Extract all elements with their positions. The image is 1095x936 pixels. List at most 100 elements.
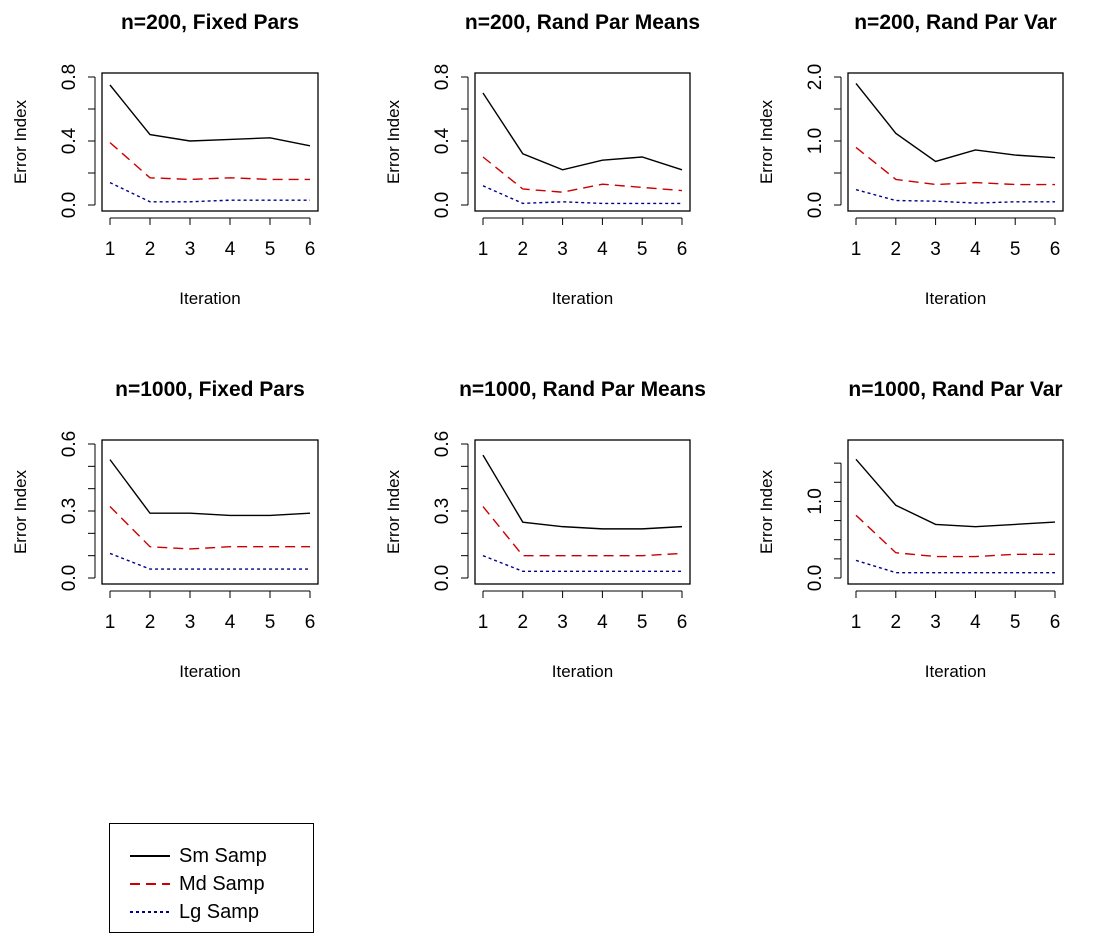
chart-title: n=1000, Rand Par Var	[848, 378, 1062, 401]
chart-panel-6: n=1000, Rand Par Var 1 2 3 4 5 6 0.0 1.0 Iteratio…	[757, 378, 1064, 681]
y-tick-label: 0.6	[432, 431, 453, 457]
series-line-lg-samp	[109, 181, 310, 203]
series-line-sm-samp	[482, 454, 683, 530]
chart-title: n=1000, Rand Par Means	[459, 378, 706, 401]
x-tick-label: 6	[1050, 239, 1061, 260]
x-tick-label: 2	[145, 612, 156, 633]
y-axis-label: Error Index	[757, 469, 776, 554]
series-line-lg-samp	[855, 188, 1055, 204]
y-tick-label: 0.0	[805, 192, 826, 218]
x-tick-label: 5	[265, 612, 276, 633]
y-axis-label: Error Index	[757, 99, 776, 184]
y-tick-label: 2.0	[805, 64, 826, 90]
series-line-lg-samp	[482, 185, 682, 205]
y-tick-label: 0.3	[432, 498, 453, 524]
series-line-md-samp	[109, 506, 310, 550]
series-line-md-samp	[855, 146, 1055, 186]
y-tick-label: 0.3	[59, 498, 80, 524]
plot-frame	[847, 72, 1064, 212]
y-tick-label: 0.0	[59, 565, 80, 591]
y-tick-label: 0.4	[59, 127, 80, 154]
x-axis-label: Iteration	[552, 289, 613, 308]
series-line-md-samp	[482, 506, 683, 557]
legend-item-lg-samp: Lg Samp	[110, 898, 313, 926]
legend-swatch-lg-samp	[130, 911, 170, 913]
x-tick-label: 1	[851, 239, 862, 260]
x-tick-label: 2	[891, 612, 902, 633]
x-tick-label: 4	[597, 612, 608, 633]
x-tick-label: 1	[478, 612, 489, 633]
series-line-md-samp	[855, 514, 1055, 558]
chart-title: n=200, Rand Par Means	[465, 11, 700, 34]
series-line-sm-samp	[109, 84, 311, 147]
chart-panel-2: n=200, Rand Par Means 1 2 3 4 5 6 0.0 0.4 0.8 Iter…	[384, 11, 700, 308]
y-axis-label: Error Index	[384, 469, 403, 554]
x-tick-label: 3	[185, 239, 196, 260]
x-axis-label: Iteration	[179, 289, 240, 308]
legend-swatch-sm-samp	[130, 855, 170, 857]
y-tick-label: 0.4	[432, 127, 453, 154]
x-tick-label: 1	[105, 239, 116, 260]
chart-grid: n=200, Fixed Pars 1 2 3 4 5 6 0.0 0.4 0.8 Iteratio…	[11, 11, 1064, 681]
legend-label-md-samp: Md Samp	[179, 873, 265, 895]
x-tick-label: 5	[1010, 239, 1021, 260]
x-tick-label: 2	[518, 239, 529, 260]
series-line-lg-samp	[109, 552, 310, 570]
legend-item-md-samp: Md Samp	[110, 870, 313, 898]
legend-swatch-md-samp	[130, 883, 170, 885]
legend-item-sm-samp: Sm Samp	[110, 842, 313, 870]
x-tick-label: 5	[265, 239, 276, 260]
legend: Sm Samp Md Samp Lg Samp	[109, 823, 314, 933]
x-tick-label: 3	[557, 612, 568, 633]
x-axis-label: Iteration	[179, 662, 240, 681]
plot-frame	[101, 439, 319, 585]
y-tick-label: 0.0	[59, 192, 80, 218]
x-tick-label: 5	[1010, 612, 1021, 633]
x-tick-label: 6	[1050, 612, 1061, 633]
series-line-lg-samp	[482, 555, 682, 572]
x-tick-label: 1	[851, 612, 862, 633]
x-axis-label: Iteration	[552, 662, 613, 681]
y-tick-label: 0.8	[59, 64, 80, 90]
x-tick-label: 4	[225, 239, 236, 260]
series-line-sm-samp	[482, 92, 683, 171]
x-tick-label: 2	[518, 612, 529, 633]
chart-title: n=200, Fixed Pars	[121, 11, 299, 34]
series-line-lg-samp	[855, 559, 1055, 574]
chart-panel-3: n=200, Rand Par Var 1 2 3 4 5 6 0.0 1.0 2.0 Iterat…	[757, 11, 1064, 308]
series-line-sm-samp	[855, 458, 1056, 528]
x-tick-label: 1	[478, 239, 489, 260]
y-axis-label: Error Index	[11, 469, 30, 554]
x-tick-label: 3	[185, 612, 196, 633]
y-tick-label: 0.0	[432, 192, 453, 218]
plot-frame	[474, 439, 691, 585]
x-tick-label: 6	[305, 239, 316, 260]
x-tick-label: 6	[305, 612, 316, 633]
y-tick-label: 0.0	[432, 565, 453, 591]
x-tick-label: 3	[557, 239, 568, 260]
x-tick-label: 6	[677, 239, 688, 260]
x-tick-label: 2	[145, 239, 156, 260]
chart-panel-4: n=1000, Fixed Pars 1 2 3 4 5 6 0.0 0.3 0.6 Iterati…	[11, 378, 319, 681]
x-tick-label: 4	[597, 239, 608, 260]
x-tick-label: 2	[891, 239, 902, 260]
legend-label-sm-samp: Sm Samp	[179, 845, 267, 867]
series-line-sm-samp	[855, 82, 1056, 163]
chart-panel-1: n=200, Fixed Pars 1 2 3 4 5 6 0.0 0.4 0.8 Iteratio…	[11, 11, 319, 308]
series-line-md-samp	[109, 142, 310, 181]
plot-frame	[847, 439, 1064, 585]
y-tick-label: 0.8	[432, 64, 453, 90]
y-tick-label: 1.0	[805, 128, 826, 154]
chart-title: n=200, Rand Par Var	[854, 11, 1057, 34]
y-tick-label: 1.0	[805, 488, 826, 514]
plot-frame	[474, 72, 691, 212]
y-tick-label: 0.0	[805, 565, 826, 591]
series-line-sm-samp	[109, 459, 311, 517]
x-tick-label: 4	[970, 612, 981, 633]
x-axis-label: Iteration	[925, 289, 986, 308]
chart-title: n=1000, Fixed Pars	[115, 378, 305, 401]
x-tick-label: 3	[930, 239, 941, 260]
x-tick-label: 4	[225, 612, 236, 633]
x-tick-label: 4	[970, 239, 981, 260]
chart-panel-5: n=1000, Rand Par Means 1 2 3 4 5 6 0.0 0.3 0.6 Ite…	[384, 378, 706, 681]
